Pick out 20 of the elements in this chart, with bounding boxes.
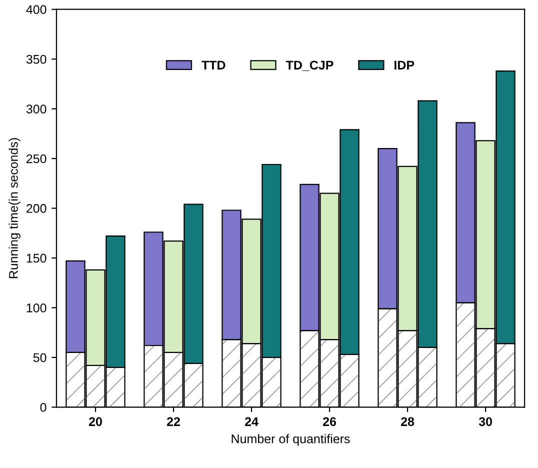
x-tick-label: 28 — [401, 417, 414, 426]
y-tick-label: 350 — [26, 54, 46, 64]
y-tick-label: 0 — [40, 402, 46, 412]
x-tick-label: 30 — [478, 417, 492, 426]
y-tick-label: 300 — [26, 104, 46, 114]
x-axis-title: Number of quantifiers — [232, 434, 350, 446]
x-tick-label: 22 — [166, 417, 180, 426]
y-tick-label: 250 — [26, 154, 46, 164]
x-tick-label: 20 — [88, 417, 102, 426]
y-tick-label: 150 — [26, 254, 46, 263]
legend-label: TTD — [202, 60, 226, 70]
x-tick-label: 26 — [323, 417, 336, 426]
legend-label: IDP — [394, 60, 414, 70]
y-tick-label: 100 — [26, 304, 46, 312]
legend-label: TD_CJP — [286, 60, 334, 71]
x-tick-label: 24 — [244, 417, 258, 426]
y-tick-label: 50 — [33, 353, 46, 362]
y-axis-title: Running time(in seconds) — [8, 138, 20, 278]
y-tick-label: 200 — [26, 204, 46, 213]
y-tick-label: 400 — [26, 5, 46, 14]
